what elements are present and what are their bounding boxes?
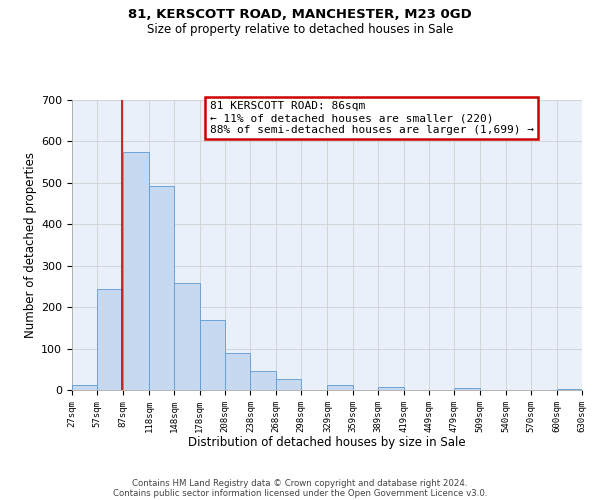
Text: Contains HM Land Registry data © Crown copyright and database right 2024.: Contains HM Land Registry data © Crown c… [132, 478, 468, 488]
Text: 81, KERSCOTT ROAD, MANCHESTER, M23 0GD: 81, KERSCOTT ROAD, MANCHESTER, M23 0GD [128, 8, 472, 20]
Bar [149, 186, 175, 390]
Text: Contains public sector information licensed under the Open Government Licence v3: Contains public sector information licen… [113, 488, 487, 498]
Bar [97, 288, 123, 390]
Bar [250, 370, 276, 390]
Bar [328, 384, 353, 390]
Bar [276, 379, 301, 390]
Bar [200, 320, 225, 390]
Text: 81 KERSCOTT ROAD: 86sqm
← 11% of detached houses are smaller (220)
88% of semi-d: 81 KERSCOTT ROAD: 86sqm ← 11% of detache… [210, 102, 534, 134]
Bar [72, 385, 97, 390]
Bar [378, 387, 404, 390]
Bar [557, 389, 582, 390]
Text: Size of property relative to detached houses in Sale: Size of property relative to detached ho… [147, 22, 453, 36]
Bar [454, 388, 479, 390]
Y-axis label: Number of detached properties: Number of detached properties [24, 152, 37, 338]
Bar [123, 152, 149, 390]
Bar [175, 283, 200, 390]
X-axis label: Distribution of detached houses by size in Sale: Distribution of detached houses by size … [188, 436, 466, 449]
Bar [225, 352, 250, 390]
